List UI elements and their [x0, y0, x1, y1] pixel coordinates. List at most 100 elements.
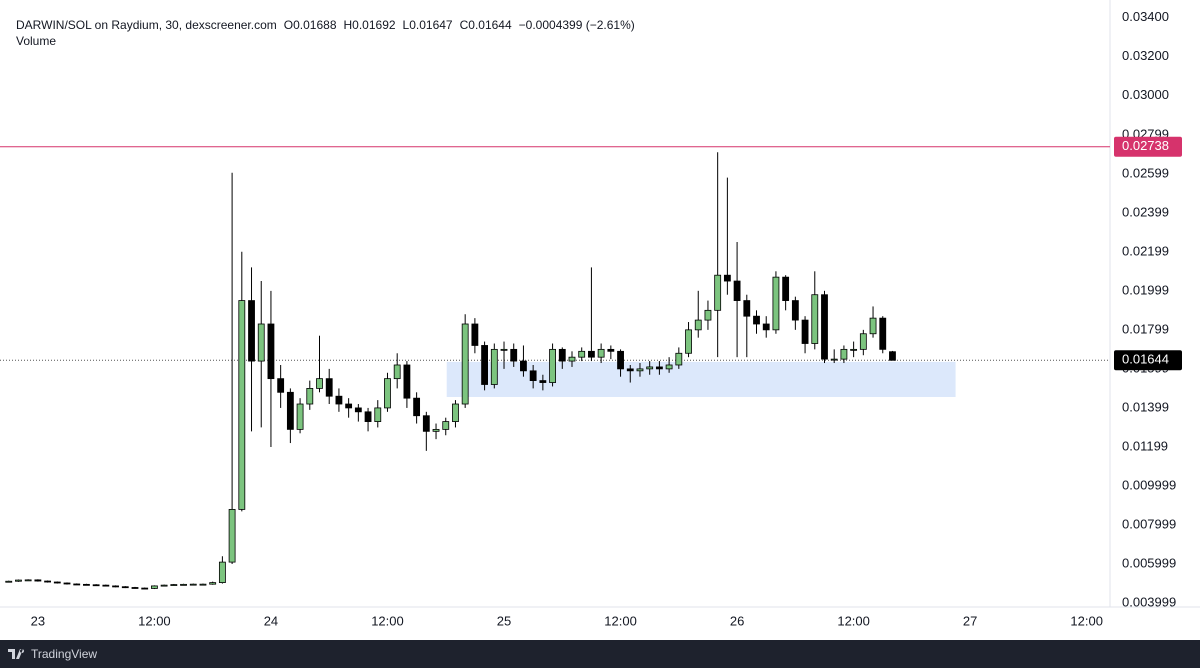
candle-body: [34, 579, 42, 582]
candle-body: [481, 345, 489, 385]
candle-body: [44, 580, 51, 583]
candle-body: [325, 378, 333, 397]
candle-body: [859, 333, 867, 350]
candle-body: [452, 403, 459, 422]
y-tick-label: 0.01999: [1122, 282, 1169, 297]
candle-body: [393, 364, 401, 380]
candle-body: [209, 582, 217, 585]
candle-body: [296, 403, 304, 430]
candle-body: [821, 294, 828, 360]
candle-body: [364, 411, 372, 422]
candle-body: [578, 350, 586, 358]
y-tick-label: 0.009999: [1122, 477, 1176, 492]
candle-body: [597, 348, 605, 358]
ohlc-value: −0.0004399 (−2.61%): [518, 18, 635, 32]
candle-body: [655, 366, 663, 370]
candle-body: [723, 274, 731, 282]
legend-header: DARWIN/SOL on Raydium, 30, dexscreener.c…: [16, 17, 642, 49]
candle-body: [510, 348, 518, 362]
y-tick-label: 0.03000: [1122, 87, 1169, 102]
x-tick-label: 12:00: [604, 613, 637, 628]
x-tick-label: 12:00: [1070, 613, 1103, 628]
candle-body: [685, 329, 692, 354]
footer-bar: TradingView: [0, 640, 1200, 668]
candle-body: [830, 358, 838, 361]
x-tick-label: 26: [730, 613, 744, 628]
candle-body: [675, 352, 683, 366]
price-line-label: 0.02738: [1122, 138, 1169, 153]
y-tick-label: 0.003999: [1122, 595, 1176, 610]
candle-body: [24, 579, 32, 582]
candle-body: [141, 587, 149, 590]
candle-body: [432, 428, 440, 432]
candle-body: [218, 561, 226, 584]
candle-body: [422, 415, 430, 432]
candle-body: [529, 370, 537, 381]
price-line-label-bg: [1114, 136, 1182, 157]
y-tick-label: 0.02599: [1122, 165, 1169, 180]
candle-body: [500, 348, 508, 351]
y-tick-label: 0.007999: [1122, 516, 1176, 531]
candle-body: [791, 300, 799, 321]
candle-body: [384, 378, 391, 409]
candle-body: [743, 300, 751, 317]
candle-body: [5, 580, 13, 583]
candle-body: [850, 348, 858, 351]
candle-body: [490, 348, 498, 385]
candle-body: [607, 348, 615, 352]
candle-body: [277, 378, 285, 393]
candle-body: [413, 397, 421, 417]
candle-body: [199, 583, 207, 586]
candle-body: [238, 300, 246, 510]
y-tick-label: 0.005999: [1122, 556, 1176, 571]
candle-body: [617, 350, 624, 370]
logo: [8, 649, 25, 659]
candle-body: [782, 276, 790, 301]
candle-body: [228, 509, 236, 563]
candle-body: [869, 317, 877, 335]
candle-body: [92, 584, 100, 587]
x-tick-label: 27: [963, 613, 977, 628]
candle-body: [646, 366, 654, 370]
candle-body: [354, 407, 362, 413]
candle-body: [471, 323, 479, 346]
candle-body: [286, 391, 294, 430]
x-tick-label: 12:00: [837, 613, 870, 628]
y-tick-label: 0.02399: [1122, 204, 1169, 219]
candle-body: [694, 319, 702, 331]
candle-body: [636, 368, 644, 372]
ohlc-value: H0.01692: [343, 18, 396, 32]
chart: 0.034000.032000.030000.027990.025990.023…: [0, 0, 1200, 628]
candle-body: [520, 360, 527, 372]
x-tick-label: 12:00: [138, 613, 171, 628]
candle-body: [558, 348, 566, 362]
candle-body: [257, 323, 265, 362]
candle-body: [889, 351, 896, 361]
x-tick-label: 23: [31, 613, 45, 628]
y-tick-label: 0.01399: [1122, 400, 1169, 415]
candle-body: [102, 584, 110, 587]
candle-body: [840, 348, 848, 360]
y-tick-label: 0.01799: [1122, 321, 1169, 336]
candle-body: [53, 581, 61, 584]
y-tick-label: 0.02199: [1122, 243, 1169, 258]
candle-body: [306, 388, 314, 405]
header-row: DARWIN/SOL on Raydium, 30, dexscreener.c…: [16, 17, 642, 33]
candle-body: [83, 583, 90, 586]
ohlc-value: C0.01644: [459, 18, 512, 32]
candle-body: [714, 274, 722, 311]
candle-body: [772, 276, 780, 331]
ohlc-value: O0.01688: [283, 18, 337, 32]
brand: TradingView: [31, 647, 98, 661]
candle-body: [539, 380, 547, 383]
candle-body: [170, 584, 178, 586]
candle-body: [588, 350, 595, 358]
candle-body: [442, 421, 450, 430]
x-tick-label: 24: [264, 613, 278, 628]
candle-body: [316, 378, 323, 389]
candle-body: [762, 323, 770, 331]
y-tick-label: 0.01199: [1122, 439, 1168, 454]
candle-body: [131, 587, 139, 589]
x-tick-label: 12:00: [371, 613, 404, 628]
